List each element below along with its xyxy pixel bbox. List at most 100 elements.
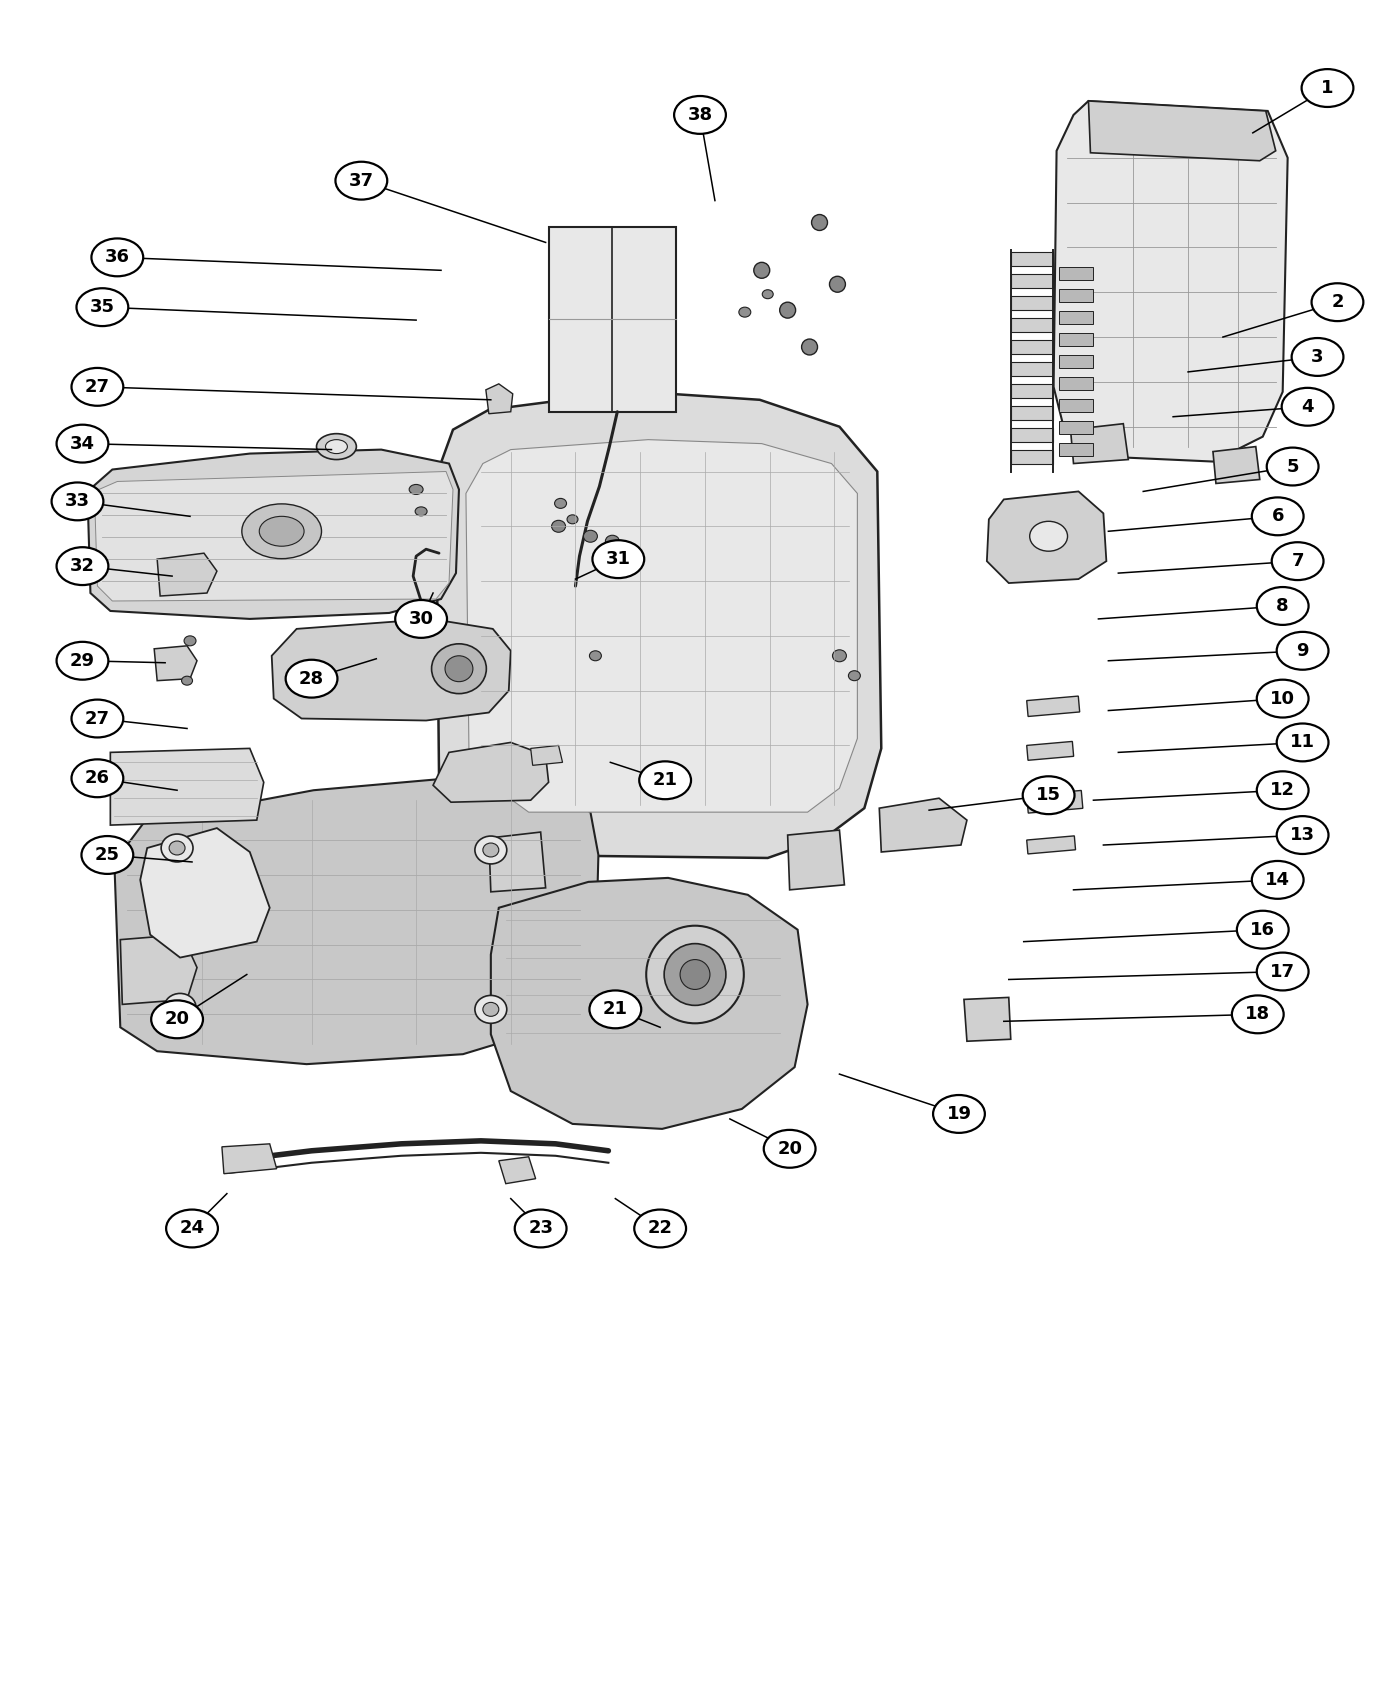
Text: 10: 10	[1270, 690, 1295, 707]
Text: 9: 9	[1296, 643, 1309, 660]
Ellipse shape	[91, 238, 143, 277]
Ellipse shape	[753, 262, 770, 279]
Ellipse shape	[1277, 816, 1329, 853]
Ellipse shape	[416, 507, 427, 515]
Bar	[1011, 362, 1053, 376]
Bar	[1058, 333, 1093, 347]
Text: 34: 34	[70, 435, 95, 452]
Text: 35: 35	[90, 298, 115, 316]
Text: 14: 14	[1266, 870, 1291, 889]
Ellipse shape	[634, 1210, 686, 1248]
Text: 13: 13	[1289, 826, 1315, 845]
Bar	[1058, 311, 1093, 325]
Text: 1: 1	[1322, 78, 1334, 97]
Polygon shape	[466, 440, 857, 813]
Ellipse shape	[680, 959, 710, 989]
Ellipse shape	[1023, 777, 1075, 814]
Text: 24: 24	[179, 1219, 204, 1238]
Bar	[1058, 289, 1093, 303]
Bar	[549, 228, 676, 411]
Ellipse shape	[71, 700, 123, 738]
Text: 27: 27	[85, 377, 111, 396]
Polygon shape	[87, 449, 459, 619]
Text: 33: 33	[64, 493, 90, 510]
Text: 30: 30	[409, 610, 434, 627]
Ellipse shape	[515, 1210, 567, 1248]
Text: 6: 6	[1271, 507, 1284, 525]
Polygon shape	[223, 1144, 277, 1173]
Polygon shape	[879, 799, 967, 852]
Ellipse shape	[552, 520, 566, 532]
Text: 22: 22	[648, 1219, 672, 1238]
Polygon shape	[965, 998, 1011, 1040]
Polygon shape	[120, 935, 197, 1005]
Ellipse shape	[1236, 911, 1288, 949]
Ellipse shape	[675, 95, 725, 134]
Bar	[1026, 836, 1075, 853]
Ellipse shape	[1277, 632, 1329, 670]
Ellipse shape	[316, 434, 357, 459]
Bar	[1058, 377, 1093, 389]
Ellipse shape	[336, 162, 388, 199]
Polygon shape	[1088, 100, 1275, 162]
Ellipse shape	[1257, 680, 1309, 717]
Text: 4: 4	[1302, 398, 1313, 416]
Polygon shape	[788, 830, 844, 889]
Ellipse shape	[1257, 952, 1309, 991]
Ellipse shape	[1257, 586, 1309, 626]
Text: 32: 32	[70, 558, 95, 575]
Ellipse shape	[169, 842, 185, 855]
Text: 20: 20	[777, 1139, 802, 1158]
Text: 28: 28	[300, 670, 325, 689]
Ellipse shape	[932, 1095, 984, 1132]
Ellipse shape	[475, 836, 507, 864]
Text: 17: 17	[1270, 962, 1295, 981]
Ellipse shape	[52, 483, 104, 520]
Ellipse shape	[829, 277, 846, 292]
Text: 18: 18	[1245, 1005, 1270, 1023]
Text: 15: 15	[1036, 785, 1061, 804]
Bar	[1011, 252, 1053, 267]
Text: 8: 8	[1277, 597, 1289, 615]
Polygon shape	[433, 743, 549, 802]
Polygon shape	[486, 384, 512, 413]
Polygon shape	[272, 619, 511, 721]
Ellipse shape	[567, 515, 578, 524]
Text: 7: 7	[1291, 552, 1303, 570]
Polygon shape	[489, 831, 546, 892]
Ellipse shape	[848, 672, 861, 680]
Ellipse shape	[77, 289, 129, 326]
Bar	[1011, 406, 1053, 420]
Polygon shape	[1054, 100, 1288, 461]
Text: 2: 2	[1331, 292, 1344, 311]
Text: 29: 29	[70, 651, 95, 670]
Ellipse shape	[325, 440, 347, 454]
Bar	[1011, 449, 1053, 464]
Bar	[1026, 741, 1074, 760]
Text: 38: 38	[687, 105, 713, 124]
Bar	[1011, 296, 1053, 309]
Bar	[1058, 420, 1093, 434]
Text: 36: 36	[105, 248, 130, 267]
Bar	[1026, 790, 1082, 813]
Bar	[1058, 400, 1093, 411]
Bar	[1026, 695, 1079, 716]
Text: 5: 5	[1287, 457, 1299, 476]
Ellipse shape	[242, 503, 322, 559]
Text: 23: 23	[528, 1219, 553, 1238]
Ellipse shape	[764, 1130, 816, 1168]
Ellipse shape	[483, 1003, 498, 1017]
Polygon shape	[498, 1156, 536, 1183]
Ellipse shape	[1277, 724, 1329, 762]
Text: 19: 19	[946, 1105, 972, 1124]
Ellipse shape	[554, 498, 567, 508]
Ellipse shape	[1312, 284, 1364, 321]
Ellipse shape	[161, 835, 193, 862]
Ellipse shape	[286, 660, 337, 697]
Ellipse shape	[762, 289, 773, 299]
Ellipse shape	[259, 517, 304, 546]
Ellipse shape	[172, 1000, 188, 1015]
Ellipse shape	[1232, 996, 1284, 1034]
Ellipse shape	[833, 649, 847, 661]
Ellipse shape	[780, 303, 795, 318]
